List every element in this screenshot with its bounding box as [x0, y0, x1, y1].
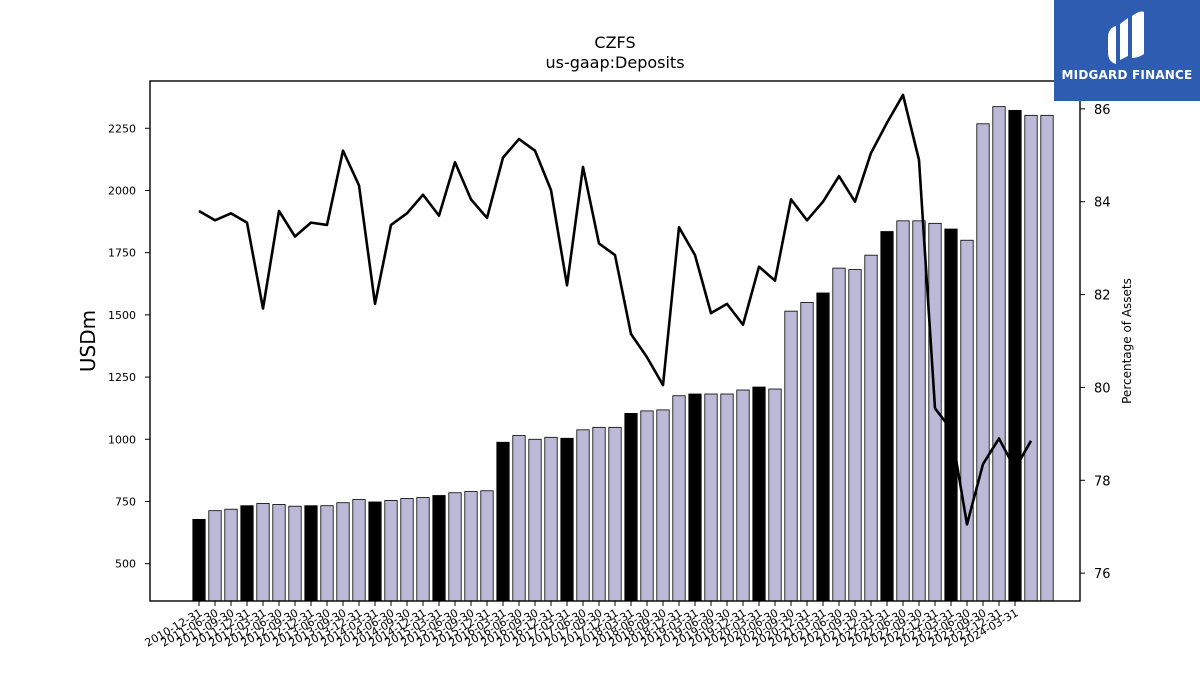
bar: [672, 395, 686, 602]
bar: [960, 239, 974, 602]
bar: [1008, 109, 1022, 602]
bar: [768, 388, 782, 602]
line-series: [198, 93, 1033, 526]
y2-tick-label: 76: [1094, 567, 1111, 582]
bar: [1024, 114, 1038, 602]
chart-subtitle: us-gaap:Deposits: [545, 53, 684, 72]
bar: [336, 502, 350, 602]
bar: [720, 393, 734, 602]
y-tick-label: 1250: [108, 371, 136, 384]
bar: [560, 437, 574, 602]
bar: [272, 504, 286, 602]
bar: [848, 269, 862, 602]
y-tick-label: 750: [115, 495, 136, 508]
y2-tick-label: 84: [1094, 196, 1111, 211]
logo-mark-icon: [1108, 11, 1144, 64]
bar: [624, 412, 638, 602]
bar: [400, 498, 414, 602]
y-tick-label: 500: [115, 558, 136, 571]
y-tick-label: 1750: [108, 247, 136, 260]
bar: [896, 220, 910, 602]
bar: [976, 123, 990, 602]
y2-tick-label: 78: [1094, 474, 1111, 489]
brand-logo: MIDGARD FINANCE: [1054, 0, 1200, 101]
bar: [512, 435, 526, 602]
bar: [992, 106, 1006, 602]
bar: [208, 510, 222, 602]
bar: [576, 429, 590, 602]
bar: [608, 426, 622, 602]
y-tick-label: 2250: [108, 122, 136, 135]
y-tick-label: 1000: [108, 433, 136, 446]
bar: [352, 499, 366, 602]
axes: 500 750 1000 1250 1500 1750 2000 2250 76 78 80 82 84…: [108, 80, 1111, 650]
bar: [480, 490, 494, 602]
bar-series: [192, 106, 1054, 602]
bar: [800, 302, 814, 602]
brand-name: MIDGARD FINANCE: [1061, 68, 1193, 82]
bar: [496, 441, 510, 602]
bar: [656, 409, 670, 602]
bar: [448, 492, 462, 602]
bar: [880, 231, 894, 602]
y2-tick-label: 82: [1094, 289, 1111, 304]
bar: [384, 500, 398, 602]
bar: [944, 228, 958, 602]
bar: [304, 505, 318, 602]
bar: [432, 495, 446, 602]
bar: [288, 505, 302, 602]
bar: [864, 254, 878, 602]
bar: [736, 389, 750, 602]
y-axis-label: USDm: [76, 310, 100, 372]
bar: [464, 491, 478, 602]
bar: [784, 310, 798, 602]
bar: [752, 386, 766, 602]
y2-tick-label: 80: [1094, 381, 1111, 396]
y-tick-label: 2000: [108, 184, 136, 197]
y2-axis-label: Percentage of Assets: [1120, 278, 1134, 404]
bar: [640, 410, 654, 602]
bar: [528, 438, 542, 602]
bar: [240, 505, 254, 602]
bar: [368, 501, 382, 602]
bar: [320, 505, 334, 602]
bar: [544, 436, 558, 602]
bar: [688, 393, 702, 602]
bar: [192, 518, 206, 602]
y2-tick-label: 86: [1094, 103, 1111, 118]
bar: [1040, 114, 1054, 602]
bar: [224, 508, 238, 602]
y-tick-label: 1500: [108, 309, 136, 322]
bar: [416, 497, 430, 602]
bar: [912, 220, 926, 602]
bar: [256, 503, 270, 602]
chart-title: CZFS: [594, 33, 635, 52]
bar: [816, 292, 830, 602]
bar: [832, 267, 846, 602]
bar: [704, 393, 718, 602]
percentage-line: [198, 93, 1033, 526]
bar: [592, 426, 606, 602]
